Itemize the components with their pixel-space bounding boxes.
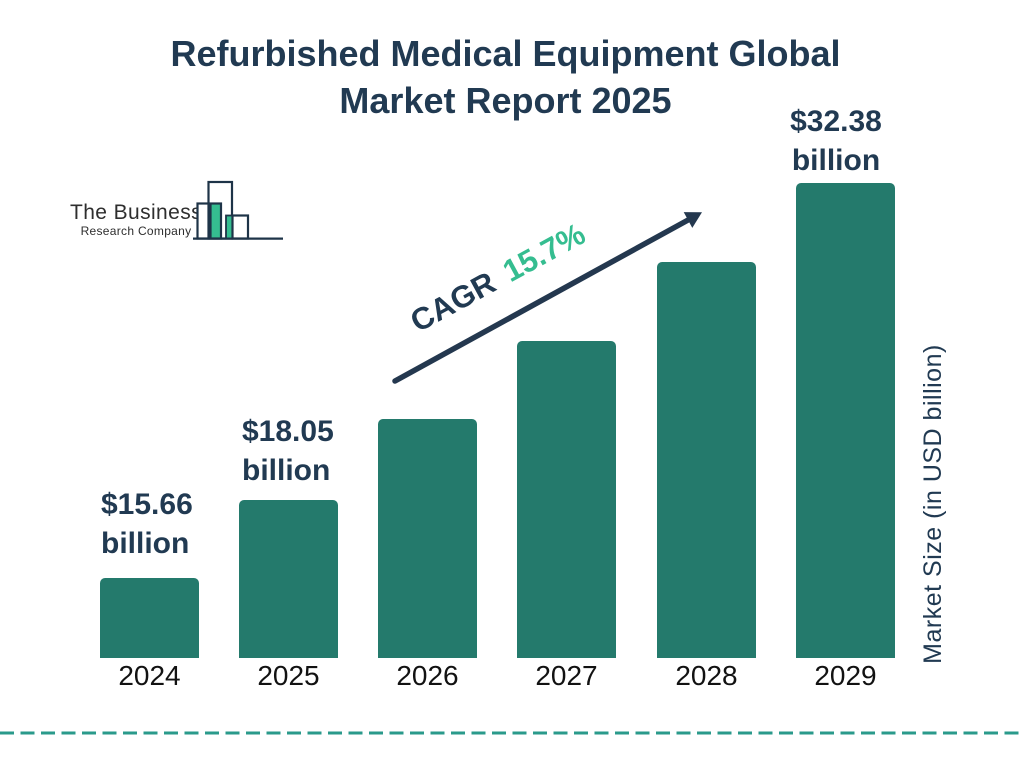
bar-2024 [100,578,199,658]
y-axis-label: Market Size (in USD billion) [919,344,947,664]
bar-2026 [378,419,477,658]
x-tick-label-2028: 2028 [675,660,738,691]
page-title-line1: Refurbished Medical Equipment Global [170,33,841,74]
value-unit: billion [791,144,881,177]
value-label-2024: $15.66 billion [101,485,193,563]
growth-arrow-icon [392,212,702,384]
page-title-line2: Market Report 2025 [339,80,672,121]
value-label-2029: $32.38 billion [781,102,891,180]
page-title: Refurbished Medical Equipment Global Mar… [0,30,1011,124]
value-amount: $18.05 [242,415,334,448]
x-tick-label-2024: 2024 [118,660,181,691]
value-unit: billion [101,527,190,560]
value-amount: $32.38 [790,105,882,138]
logo-subname: Research Company [80,224,192,238]
bar-2029 [796,183,895,658]
x-tick-label-2027: 2027 [535,660,598,691]
company-logo: The Business Research Company [60,202,212,238]
value-amount: $15.66 [101,488,193,521]
x-tick-label-2025: 2025 [257,660,320,691]
value-unit: billion [242,454,331,487]
x-tick-label-2026: 2026 [396,660,459,691]
bar-2028 [657,262,756,658]
dashed-divider [0,731,1024,735]
value-label-2025: $18.05 billion [242,412,334,490]
x-tick-label-2029: 2029 [814,660,877,691]
logo-name: The Business [69,201,203,224]
bar-2025 [239,500,338,658]
bar-2027 [517,341,616,658]
bar-chart-logo-icon [193,180,283,240]
